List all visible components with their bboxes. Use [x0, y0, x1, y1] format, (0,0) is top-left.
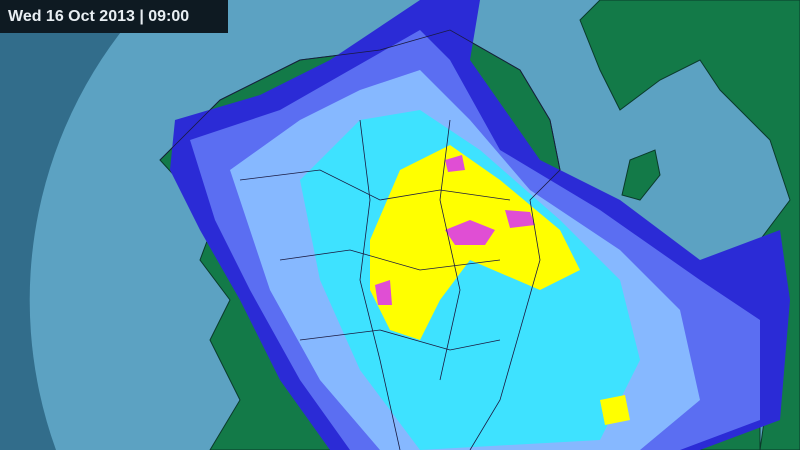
land-isle-of-man	[621, 149, 661, 201]
rain-very-heavy-1	[445, 220, 495, 245]
rain-very-heavy-2	[505, 210, 535, 228]
rain-very-heavy-3	[375, 280, 392, 305]
rain-very-heavy-4	[445, 155, 465, 172]
rain-areas	[170, 0, 790, 450]
rain-moderate	[300, 110, 640, 450]
county-borders	[159, 29, 561, 450]
timestamp-label: Wed 16 Oct 2013 | 09:00	[0, 0, 228, 33]
rain-heavy-south	[600, 395, 630, 425]
land-scotland	[579, 0, 800, 450]
